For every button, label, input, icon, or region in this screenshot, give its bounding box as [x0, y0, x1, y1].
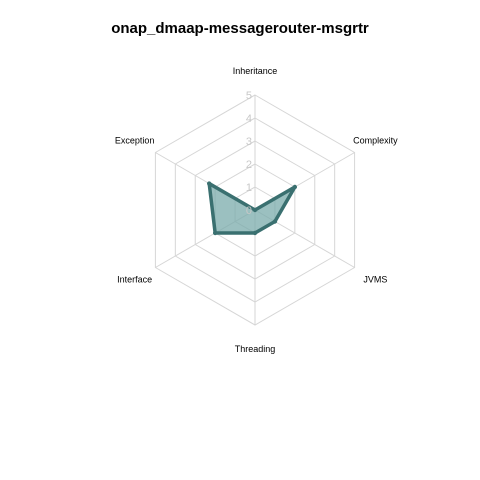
data-point-exception	[206, 181, 212, 186]
axis-label-interface: Interface	[117, 275, 152, 285]
data-point-complexity	[292, 184, 298, 190]
axis-label-jvms: JVMS	[363, 275, 387, 285]
axis-label-inheritance: Inheritance	[233, 66, 278, 76]
tick-label-5: 5	[246, 90, 252, 102]
data-point-interface	[212, 230, 218, 236]
series-layer	[206, 181, 298, 236]
tick-label-3: 3	[246, 136, 252, 148]
tick-label-1: 1	[246, 182, 252, 194]
axis-label-threading: Threading	[235, 344, 276, 354]
axis-labels: Inheritance Complexity JVMS Threading Interf…	[115, 66, 398, 354]
tick-label-4: 4	[246, 113, 252, 125]
data-point-inheritance	[252, 207, 258, 213]
tick-label-0: 0	[246, 205, 252, 217]
chart-title: onap_dmaap-messagerouter-msgrtr	[111, 20, 369, 37]
tick-label-2: 2	[246, 159, 252, 171]
data-point-jvms	[272, 219, 278, 224]
grid	[154, 94, 356, 326]
tick-labels: 0 1 2 3 4 5	[246, 90, 252, 217]
axis-label-exception: Exception	[115, 136, 155, 146]
data-point-threading	[252, 230, 258, 236]
axis-label-complexity: Complexity	[353, 136, 398, 146]
